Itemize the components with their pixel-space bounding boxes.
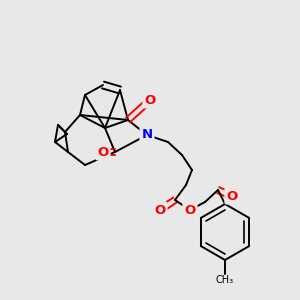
Text: O: O	[184, 203, 196, 217]
Text: O: O	[226, 190, 238, 202]
Text: O: O	[98, 146, 109, 158]
Text: O: O	[144, 94, 156, 106]
Text: O: O	[154, 203, 166, 217]
Text: CH₃: CH₃	[216, 275, 234, 285]
Text: N: N	[141, 128, 153, 142]
